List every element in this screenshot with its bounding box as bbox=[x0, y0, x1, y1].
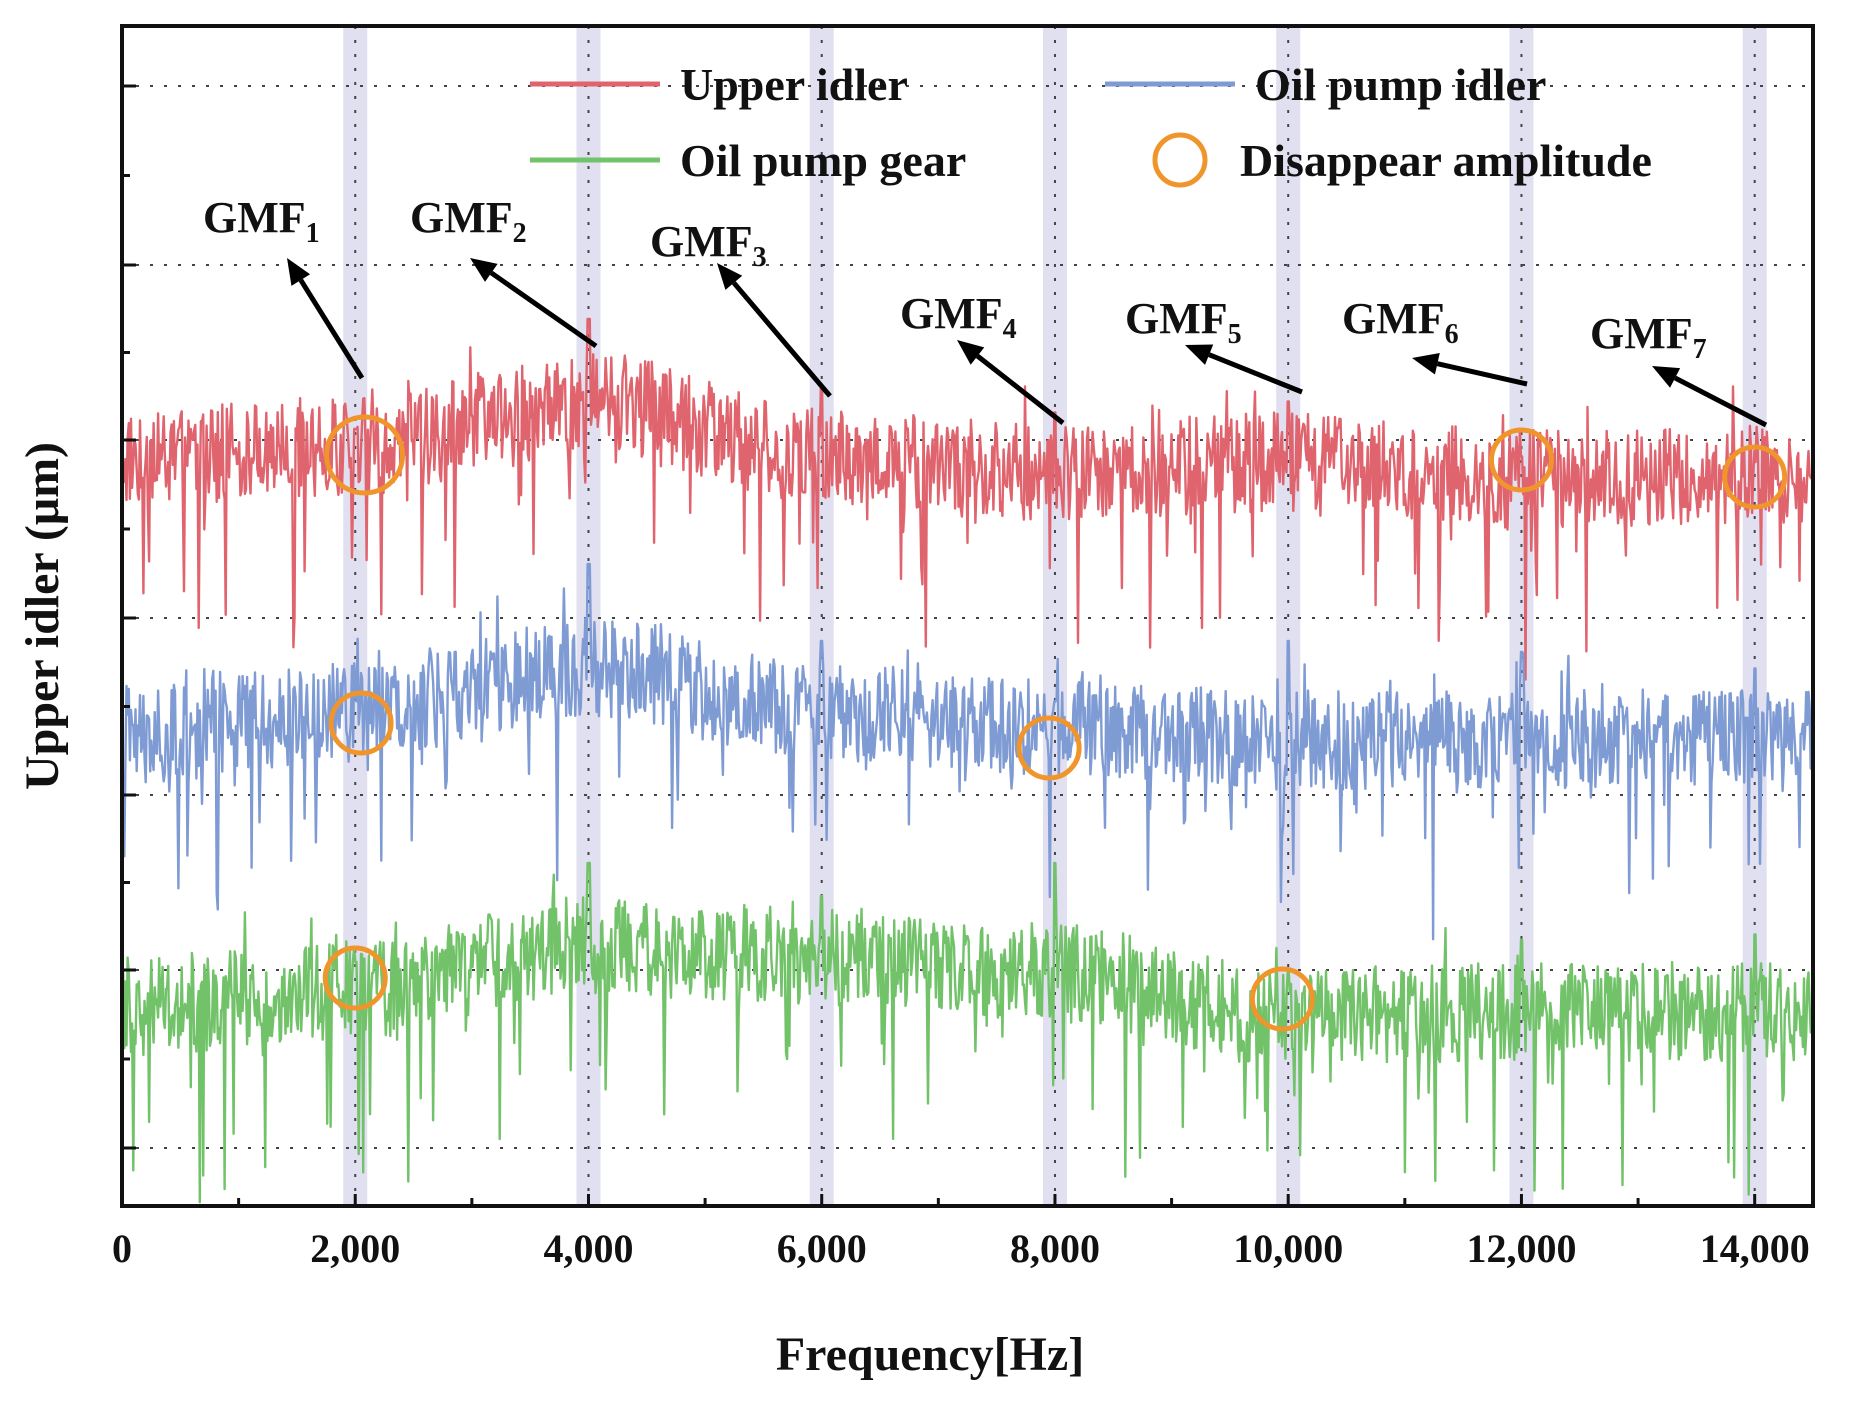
x-tick-label: 12,000 bbox=[1466, 1226, 1576, 1271]
gmf-arrowhead-1 bbox=[287, 258, 311, 286]
disappear-amplitude-mark bbox=[322, 945, 388, 1011]
gmf-label-3: GMF3 bbox=[650, 217, 767, 273]
series bbox=[120, 317, 1815, 1204]
plot-frame bbox=[120, 24, 1815, 1208]
disappear-amplitude-mark bbox=[1016, 715, 1082, 781]
x-tick-label: 4,000 bbox=[543, 1226, 633, 1271]
gmf-label-2: GMF2 bbox=[410, 193, 527, 249]
legend: Upper idler Oil pump idler Oil pump gear Di… bbox=[530, 59, 1652, 188]
gmf-subscript: 1 bbox=[306, 218, 320, 249]
series-line-2 bbox=[120, 562, 1815, 941]
disappear-amplitude-mark bbox=[1722, 444, 1788, 510]
gmf-label-6: GMF6 bbox=[1342, 294, 1459, 350]
gmf-subscript: 3 bbox=[753, 242, 767, 273]
disappear-marks bbox=[322, 414, 1788, 1032]
x-tick-label: 0 bbox=[112, 1226, 132, 1271]
gmf-subscript: 6 bbox=[1445, 319, 1459, 350]
gmf-arrowhead-5 bbox=[1185, 344, 1214, 365]
x-tick-label: 14,000 bbox=[1700, 1226, 1810, 1271]
x-axis-title: Frequency[Hz] bbox=[776, 1328, 1084, 1381]
gmf-arrowhead-7 bbox=[1652, 366, 1681, 388]
y-axis-title: Upper idler (μm) bbox=[16, 442, 69, 790]
disappear-amplitude-mark bbox=[328, 690, 394, 756]
gmf-arrowhead-3 bbox=[717, 263, 743, 290]
gmf-arrows: GMF1 GMF2 GMF3 GMF4 GMF5 GMF6 GMF7 bbox=[203, 193, 1768, 428]
gmf-arrow-7 bbox=[1673, 375, 1768, 428]
gmf-subscript: 5 bbox=[1228, 319, 1242, 350]
gmf-label-7: GMF7 bbox=[1590, 309, 1707, 365]
gmf-arrow-5 bbox=[1208, 352, 1303, 395]
gmf-label-4: GMF4 bbox=[900, 289, 1017, 345]
gmf-subscript: 4 bbox=[1003, 314, 1017, 345]
disappear-amplitude-mark bbox=[1488, 427, 1554, 493]
disappear-amplitude-mark bbox=[1249, 966, 1315, 1032]
series-line-3 bbox=[120, 861, 1815, 1204]
legend-label-1: Upper idler bbox=[680, 59, 908, 110]
legend-label-2: Oil pump idler bbox=[1255, 59, 1546, 110]
gmf-subscript: 2 bbox=[513, 218, 527, 249]
legend-label-3: Oil pump gear bbox=[680, 135, 966, 186]
gmf-label-1: GMF1 bbox=[203, 193, 320, 249]
x-tick-label: 8,000 bbox=[1010, 1226, 1100, 1271]
gmf-arrowhead-2 bbox=[470, 258, 498, 282]
gmf-arrow-4 bbox=[975, 354, 1065, 425]
gmf-subscript: 7 bbox=[1693, 334, 1707, 365]
gmf-arrowhead-4 bbox=[957, 340, 985, 365]
legend-swatch-4 bbox=[1152, 132, 1208, 188]
series-line-1 bbox=[120, 317, 1815, 681]
disappear-amplitude-mark bbox=[324, 414, 406, 496]
x-tick-label: 10,000 bbox=[1233, 1226, 1343, 1271]
legend-label-4: Disappear amplitude bbox=[1240, 135, 1652, 186]
x-tick-label: 2,000 bbox=[310, 1226, 400, 1271]
gmf-arrowhead-6 bbox=[1412, 353, 1440, 375]
gmf-arrow-1 bbox=[298, 278, 365, 380]
gmf-arrow-2 bbox=[489, 270, 598, 349]
axis-ticks: 0 2,000 4,000 6,000 8,000 10,000 12,000 14,000 bbox=[112, 84, 1810, 1271]
gmf-label-5: GMF5 bbox=[1125, 294, 1242, 350]
x-tick-label: 6,000 bbox=[777, 1226, 867, 1271]
gmf-arrow-3 bbox=[731, 281, 832, 398]
gmf-arrow-6 bbox=[1436, 361, 1528, 387]
